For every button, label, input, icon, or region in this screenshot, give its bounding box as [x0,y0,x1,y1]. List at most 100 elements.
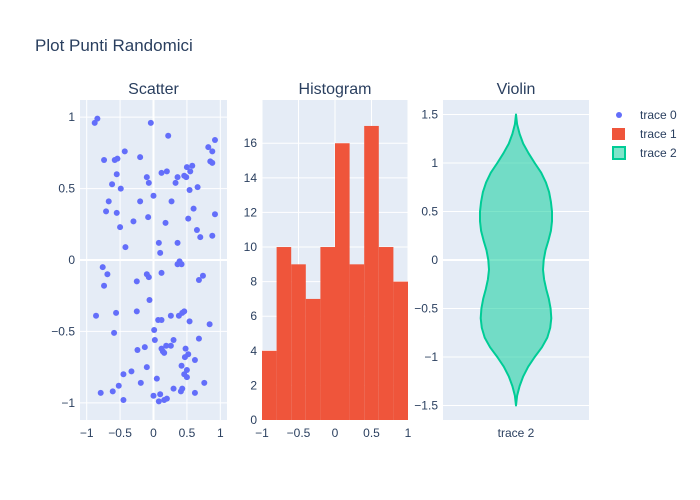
scatter-point[interactable] [165,132,172,139]
scatter-point[interactable] [105,198,112,205]
scatter-point[interactable] [151,327,158,333]
scatter-point[interactable] [93,312,100,319]
scatter-point[interactable] [170,385,177,392]
histogram-bar[interactable] [305,298,321,420]
legend-item-trace-1[interactable]: trace 1 [612,127,677,141]
scatter-point[interactable] [109,388,116,395]
scatter-point[interactable] [109,181,116,188]
scatter-point[interactable] [113,171,120,178]
scatter-point[interactable] [101,282,108,289]
scatter-point[interactable] [183,374,190,381]
scatter-point[interactable] [197,234,204,241]
scatter-point[interactable] [181,354,188,361]
scatter-point[interactable] [172,179,179,186]
scatter-point[interactable] [189,162,196,169]
scatter-point[interactable] [187,168,194,175]
scatter-point[interactable] [162,219,169,226]
scatter-point[interactable] [145,179,152,186]
violin-shape[interactable] [479,113,553,407]
scatter-point[interactable] [178,362,185,369]
scatter-point[interactable] [174,174,181,181]
scatter-point[interactable] [99,264,106,271]
scatter-point[interactable] [141,344,148,351]
scatter-point[interactable] [121,148,128,155]
scatter-point[interactable] [120,397,127,403]
scatter-point[interactable] [209,159,216,166]
scatter-point[interactable] [175,312,182,319]
scatter-point[interactable] [150,392,157,399]
scatter-point[interactable] [209,148,216,155]
scatter-point[interactable] [120,371,127,378]
scatter-point[interactable] [111,329,118,336]
scatter-point[interactable] [194,184,201,191]
scatter-point[interactable] [193,227,200,233]
histogram-bar[interactable] [276,247,292,420]
scatter-point[interactable] [130,218,137,225]
scatter-point[interactable] [170,337,177,343]
scatter-point[interactable] [158,269,165,276]
scatter-point[interactable] [209,232,216,239]
scatter-point[interactable] [205,144,212,151]
scatter-point[interactable] [117,185,124,192]
scatter-point[interactable] [113,309,120,316]
scatter-point[interactable] [185,215,192,222]
scatter-point[interactable] [158,317,165,323]
scatter-point[interactable] [155,239,162,246]
scatter-point[interactable] [183,164,190,171]
scatter-point[interactable] [104,271,111,278]
histogram-bar[interactable] [393,281,408,420]
legend-item-trace-0[interactable]: trace 0 [616,108,677,122]
scatter-point[interactable] [97,389,104,396]
scatter-point[interactable] [191,389,198,396]
scatter-point[interactable] [153,375,160,382]
histogram-bar[interactable] [335,143,350,421]
scatter-point[interactable] [143,174,150,181]
scatter-point[interactable] [147,119,154,126]
scatter-point[interactable] [94,115,101,122]
scatter-point[interactable] [128,368,135,375]
scatter-point[interactable] [174,239,181,246]
scatter-point[interactable] [163,395,170,402]
scatter-point[interactable] [199,272,206,279]
scatter-point[interactable] [167,312,174,319]
scatter-point[interactable] [161,349,168,356]
scatter-point[interactable] [211,211,218,218]
scatter-point[interactable] [201,379,208,386]
scatter-point[interactable] [195,277,202,283]
scatter-point[interactable] [157,391,164,398]
scatter-point[interactable] [186,318,193,325]
scatter-point[interactable] [176,258,183,265]
scatter-point[interactable] [133,308,140,315]
histogram-bar[interactable] [364,125,379,420]
histogram-bar[interactable] [349,264,365,420]
scatter-point[interactable] [137,198,144,205]
scatter-point[interactable] [113,209,120,216]
scatter-point[interactable] [182,345,189,352]
scatter-point[interactable] [103,208,110,215]
histogram-bar[interactable] [262,350,277,420]
scatter-point[interactable] [195,335,202,342]
scatter-point[interactable] [122,244,129,251]
scatter-point[interactable] [145,214,152,221]
scatter-point[interactable] [146,297,153,303]
scatter-point[interactable] [145,274,152,281]
scatter-point[interactable] [137,379,144,386]
scatter-point[interactable] [155,398,162,405]
legend[interactable]: trace 0 trace 1 trace 2 [612,108,677,160]
scatter-point[interactable] [211,137,218,143]
scatter-point[interactable] [114,155,121,162]
scatter-point[interactable] [163,342,170,349]
scatter-point[interactable] [190,205,197,212]
scatter-point[interactable] [186,187,193,193]
scatter-point[interactable] [183,174,190,181]
scatter-point[interactable] [158,169,165,176]
scatter-point[interactable] [168,198,175,205]
scatter-point[interactable] [151,337,158,343]
scatter-point[interactable] [206,321,213,328]
scatter-point[interactable] [150,192,157,199]
scatter-point[interactable] [101,157,108,163]
scatter-point[interactable] [191,357,198,363]
scatter-point[interactable] [134,347,141,353]
legend-item-trace-2[interactable]: trace 2 [612,146,677,160]
scatter-point[interactable] [177,388,184,395]
